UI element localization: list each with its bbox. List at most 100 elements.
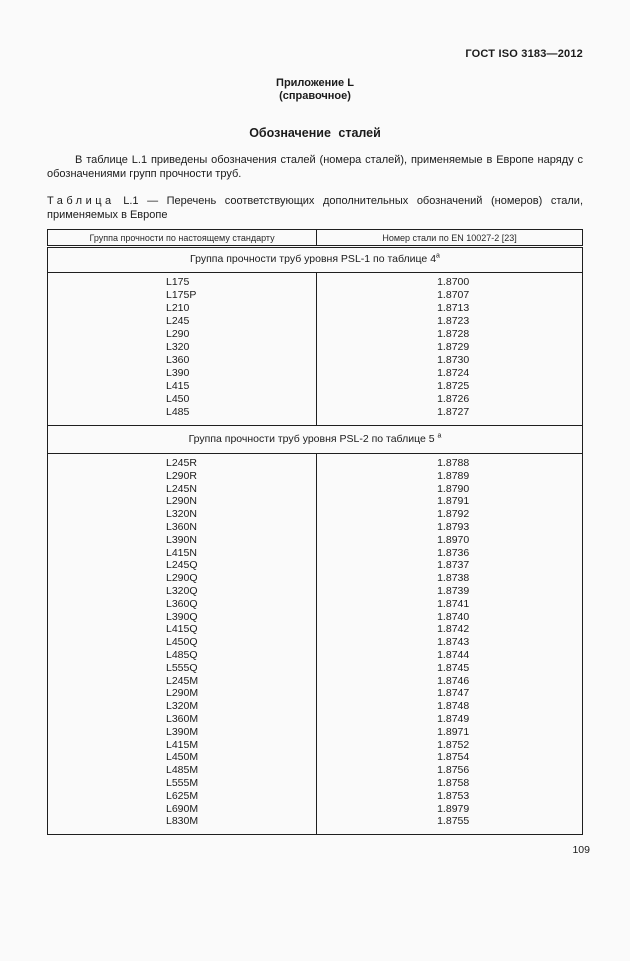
table-row: L555M 1.8758 xyxy=(47,776,583,790)
steel-number-cell: 1.8788 xyxy=(437,457,470,469)
table-row: L415Q 1.8742 xyxy=(47,623,583,637)
grade-cell: L450 xyxy=(47,393,318,406)
grade-cell: L555M xyxy=(47,776,318,790)
steel-number-cell: 1.8727 xyxy=(437,406,470,418)
table-row: L450M 1.8754 xyxy=(47,751,583,765)
table-row: L245N 1.8790 xyxy=(47,482,583,496)
table-section-psl2: Группа прочности труб уровня PSL-2 по та… xyxy=(47,425,583,835)
steel-number-cell: 1.8741 xyxy=(437,597,470,610)
steel-number-cell: 1.8707 xyxy=(437,289,470,301)
grade-cell: L245M xyxy=(47,674,318,688)
column-header-steel-number: Номер стали по EN 10027-2 [23] xyxy=(316,229,583,248)
steel-number-cell: 1.8758 xyxy=(437,776,470,789)
grade-cell: L320N xyxy=(47,508,318,521)
table-row: L625M 1.8753 xyxy=(47,789,583,803)
grade-cell: L290M xyxy=(47,687,318,701)
table-row: L415M 1.8752 xyxy=(47,738,583,752)
table-row: L360 1.8730 xyxy=(47,354,583,367)
page-title: Обозначение сталей xyxy=(249,126,381,140)
table-row: L245R 1.8788 xyxy=(47,453,583,470)
section-title-text: Группа прочности труб уровня PSL-2 по та… xyxy=(188,433,438,445)
column-header-grade: Группа прочности по настоящему стандарту xyxy=(47,229,318,248)
steel-number-cell: 1.8749 xyxy=(437,712,470,725)
page-number: 109 xyxy=(572,844,590,857)
steel-number-cell: 1.8756 xyxy=(437,764,470,777)
table-row: L415N 1.8736 xyxy=(47,546,583,560)
grade-cell: L245Q xyxy=(47,559,318,573)
table-row: L390 1.8724 xyxy=(47,367,583,380)
grade-cell: L290N xyxy=(47,495,318,509)
footnote-marker: а xyxy=(437,432,442,440)
steel-number-cell: 1.8754 xyxy=(437,751,470,764)
table-row: L485 1.8727 xyxy=(47,406,583,426)
table-row: L290M 1.8747 xyxy=(47,687,583,701)
table-row: L415 1.8725 xyxy=(47,380,583,393)
steel-number-cell: 1.8745 xyxy=(437,661,470,674)
table-row: L360M 1.8749 xyxy=(47,712,583,726)
table-row: L450Q 1.8743 xyxy=(47,636,583,649)
table-row: L830M 1.8755 xyxy=(47,815,583,835)
steel-number-cell: 1.8728 xyxy=(437,328,470,340)
table-row: L555Q 1.8745 xyxy=(47,661,583,675)
appendix-heading: Приложение L (справочное) xyxy=(47,77,583,103)
appendix-type: (справочное) xyxy=(279,90,351,102)
table-row: L320N 1.8792 xyxy=(47,508,583,521)
table-row: L290 1.8728 xyxy=(47,328,583,341)
steel-number-cell: 1.8724 xyxy=(437,367,470,379)
grade-cell: L485 xyxy=(47,406,318,426)
grade-cell: L390M xyxy=(47,725,318,739)
table-row: L175 1.8700 xyxy=(47,272,583,289)
steel-number-cell: 1.8746 xyxy=(437,674,470,687)
steel-number-cell: 1.8744 xyxy=(437,648,470,661)
section-title-row: Группа прочности труб уровня PSL-1 по та… xyxy=(47,246,583,273)
grade-cell: L245R xyxy=(47,453,318,470)
steel-number-cell: 1.8793 xyxy=(437,520,470,533)
table-caption: Таблица L.1 — Перечень соответствующих д… xyxy=(47,195,583,222)
grade-cell: L245N xyxy=(47,482,318,496)
table-row: L320 1.8729 xyxy=(47,341,583,354)
table-row: L360N 1.8793 xyxy=(47,520,583,534)
table-row: L290Q 1.8738 xyxy=(47,572,583,585)
table-row: L245 1.8723 xyxy=(47,315,583,328)
steel-number-cell: 1.8740 xyxy=(437,610,470,623)
table-caption-text: L.1 — Перечень соответствующих дополните… xyxy=(47,195,583,221)
steel-number-cell: 1.8738 xyxy=(437,572,470,585)
grade-cell: L320Q xyxy=(47,584,318,598)
grade-cell: L555Q xyxy=(47,661,318,675)
grade-cell: L485Q xyxy=(47,648,318,662)
steel-number-cell: 1.8729 xyxy=(437,341,470,353)
table-row: L690M 1.8979 xyxy=(47,802,583,816)
steel-number-cell: 1.8725 xyxy=(437,380,470,392)
grade-cell: L360Q xyxy=(47,597,318,611)
steel-number-cell: 1.8748 xyxy=(437,700,470,713)
grade-cell: L245 xyxy=(47,315,318,328)
steel-number-cell: 1.8700 xyxy=(437,276,470,288)
steel-number-cell: 1.8792 xyxy=(437,508,470,521)
grade-cell: L415Q xyxy=(47,623,318,637)
steel-number-cell: 1.8730 xyxy=(437,354,470,366)
appendix-label: Приложение L xyxy=(276,77,354,89)
grade-cell: L415M xyxy=(47,738,318,752)
steel-number-cell: 1.8979 xyxy=(437,802,470,815)
grade-cell: L485M xyxy=(47,764,318,777)
section-title-cell: Группа прочности труб уровня PSL-2 по та… xyxy=(47,425,583,454)
steel-number-cell: 1.8742 xyxy=(437,623,470,636)
grade-cell: L360 xyxy=(47,354,318,367)
table-row: L210 1.8713 xyxy=(47,302,583,315)
intro-paragraph: В таблице L.1 приведены обозначения стал… xyxy=(47,154,583,180)
table-row: L390M 1.8971 xyxy=(47,725,583,739)
table-row: L485Q 1.8744 xyxy=(47,648,583,662)
steel-number-cell: 1.8970 xyxy=(437,533,470,546)
table-row: L450 1.8726 xyxy=(47,393,583,406)
steel-number-cell: 1.8755 xyxy=(437,815,470,828)
section-title-text: Группа прочности труб уровня PSL-1 по та… xyxy=(190,253,437,265)
steel-number-cell: 1.8789 xyxy=(437,469,470,482)
footnote-marker: а xyxy=(436,252,440,260)
grade-cell: L625M xyxy=(47,789,318,803)
table-row: L320Q 1.8739 xyxy=(47,584,583,598)
table-header: Группа прочности по настоящему стандарту… xyxy=(47,229,583,248)
steel-number-cell: 1.8713 xyxy=(437,302,470,314)
steel-number-cell: 1.8736 xyxy=(437,546,470,559)
steel-number-cell: 1.8739 xyxy=(437,584,470,597)
grade-cell: L290 xyxy=(47,328,318,341)
